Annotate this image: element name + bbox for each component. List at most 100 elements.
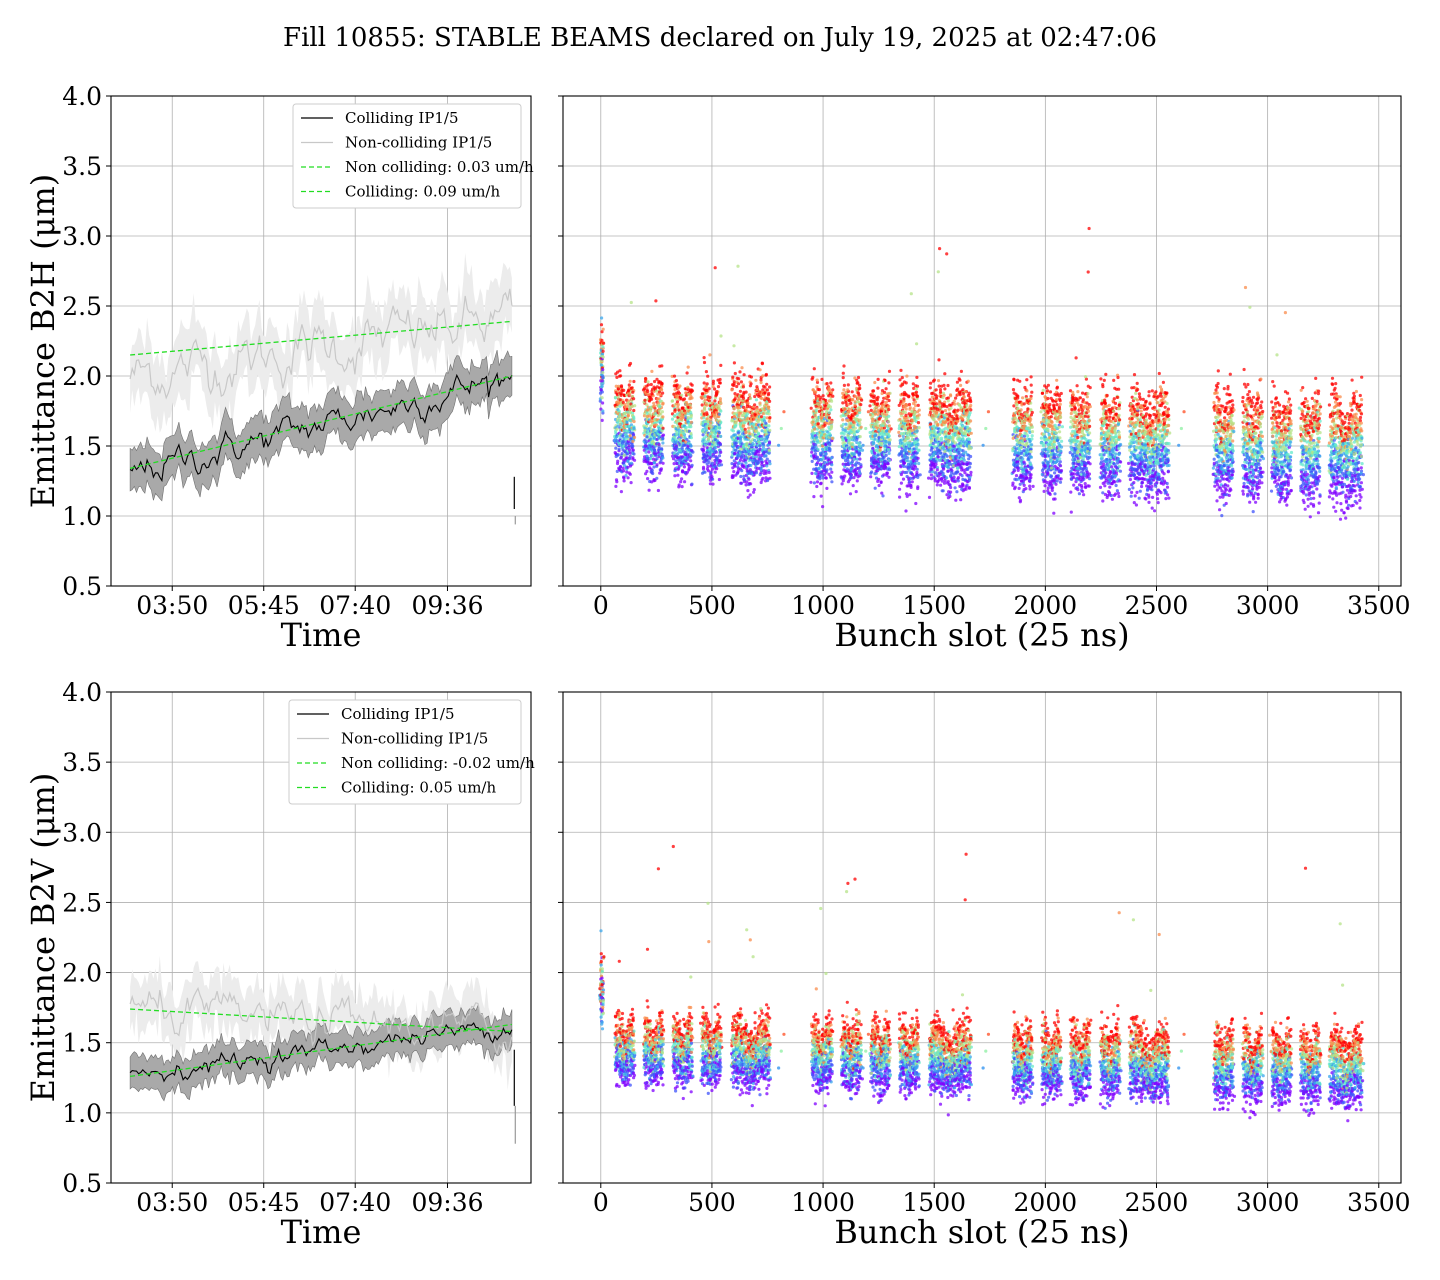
bunch-point: [934, 462, 938, 466]
bunch-point: [916, 448, 921, 452]
bunch-point: [1021, 457, 1025, 461]
bunch-point: [941, 410, 945, 414]
bunch-point: [816, 447, 820, 451]
bunch-point: [813, 427, 817, 431]
bunch-point: [877, 483, 881, 488]
bunch-point: [904, 509, 908, 513]
bunch-point: [918, 473, 922, 477]
bunch-point: [829, 467, 833, 471]
bunch-point: [601, 345, 605, 349]
bunch-point: [898, 487, 902, 491]
bunch-point: [745, 480, 749, 484]
bunch-point: [829, 456, 833, 460]
bunch-point: [969, 446, 973, 450]
bunch-point: [652, 404, 657, 408]
bunch-point: [627, 444, 631, 448]
bunch-point: [816, 419, 820, 423]
bunch-point: [600, 352, 605, 356]
bunch-point: [748, 493, 752, 497]
bunch-point: [858, 421, 862, 425]
bunch-point: [904, 407, 908, 411]
bunch-point: [945, 252, 949, 256]
bunch-point: [659, 412, 663, 416]
bunch-point: [690, 389, 695, 393]
bunch-point: [617, 447, 621, 451]
bunch-point: [969, 470, 973, 474]
bunch-point: [719, 363, 723, 367]
bunch-point: [905, 374, 909, 378]
bunch-point: [929, 438, 934, 442]
bunch-point: [830, 463, 834, 467]
bunch-point: [829, 476, 833, 480]
bunch-point: [626, 465, 630, 469]
bunch-point: [632, 379, 636, 384]
bunch-point: [615, 427, 619, 431]
bunch-point: [859, 463, 863, 467]
bunch-point: [702, 360, 707, 365]
bunch-point: [909, 483, 913, 487]
bunch-point: [885, 417, 889, 421]
bunch-point: [660, 410, 665, 414]
bunch-point: [817, 467, 821, 471]
bunch-point: [651, 471, 655, 476]
bunch-point: [628, 454, 632, 458]
bunch-point: [931, 470, 935, 474]
bunch-point: [907, 452, 911, 456]
bunch-point: [752, 488, 756, 492]
bunch-point: [810, 450, 814, 454]
bunch-point: [767, 419, 771, 423]
bunch-point: [622, 469, 626, 473]
bunch-point: [851, 423, 855, 427]
bunch-point: [759, 457, 763, 461]
bunch-point: [676, 467, 680, 471]
bunch-point: [734, 421, 738, 425]
bunch-point: [713, 399, 717, 403]
bunch-point: [659, 450, 663, 454]
bunch-point: [857, 393, 861, 397]
bunch-point: [652, 465, 656, 469]
bunch-point: [767, 409, 771, 413]
bunch-point: [943, 449, 947, 454]
bunch-point: [936, 455, 940, 459]
bunch-point: [953, 479, 958, 483]
bunch-point: [675, 400, 680, 404]
bunch-point: [661, 433, 666, 437]
tick-label-x: 2500: [1125, 591, 1189, 620]
bunch-point: [675, 446, 679, 450]
bunch-point: [904, 447, 908, 451]
bunch-point: [824, 451, 828, 456]
bunch-point: [828, 443, 832, 447]
bunch-point: [765, 439, 769, 443]
bunch-point: [956, 387, 960, 391]
bunch-point: [652, 461, 656, 465]
bunch-point: [625, 470, 629, 474]
bunch-point: [648, 414, 652, 418]
bunch-point: [945, 454, 949, 458]
bunch-point: [819, 481, 823, 485]
non-colliding-line: [129, 288, 513, 400]
bunch-point: [907, 441, 911, 445]
bunch-point: [1016, 462, 1020, 466]
bunch-point: [940, 489, 944, 493]
bunch-point: [655, 463, 659, 467]
bunch-point: [1012, 377, 1016, 381]
bunch-point: [917, 408, 921, 412]
bunch-point: [601, 409, 605, 413]
bunch-point: [842, 388, 846, 392]
bunch-point: [600, 396, 604, 400]
bunch-point: [959, 369, 964, 373]
bunch-point: [654, 389, 659, 393]
bunch-point: [939, 483, 943, 487]
bunch-point: [736, 264, 740, 268]
bunch-point: [767, 470, 771, 475]
bunch-point: [830, 470, 834, 474]
bunch-point: [936, 270, 940, 274]
bunch-point: [746, 401, 750, 405]
bunch-point: [629, 481, 633, 485]
bunch-point: [946, 399, 950, 403]
bunch-point: [657, 442, 661, 446]
bunch-point: [703, 443, 707, 447]
bunch-point: [681, 431, 686, 436]
bunch-point: [953, 486, 957, 490]
bunch-point: [622, 436, 626, 441]
